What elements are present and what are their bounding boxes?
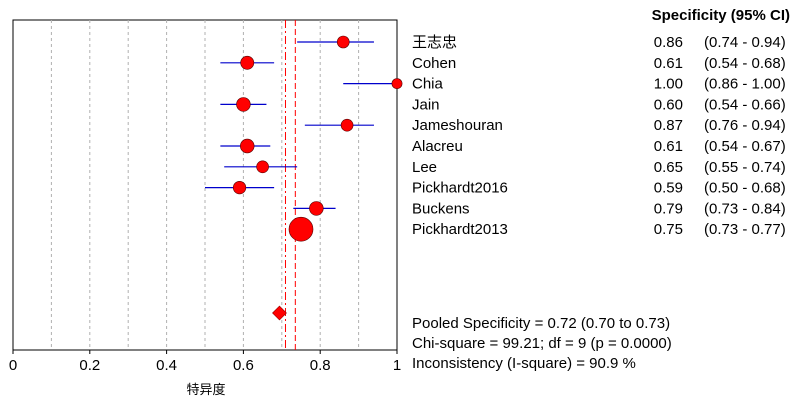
study-point bbox=[336, 35, 350, 49]
study-ci: (0.74 - 0.94) bbox=[704, 34, 786, 51]
study-estimate: 0.87 bbox=[654, 117, 683, 134]
study-point bbox=[232, 181, 247, 195]
x-tick-label: 0 bbox=[9, 357, 17, 374]
study-ci: (0.86 - 1.00) bbox=[704, 76, 786, 93]
study-point bbox=[288, 216, 314, 242]
study-point bbox=[236, 97, 251, 112]
study-name: 王志忠 bbox=[412, 34, 457, 51]
study-point bbox=[240, 138, 255, 154]
study-name: Pickhardt2016 bbox=[412, 180, 508, 197]
x-tick-label: 1 bbox=[393, 357, 401, 374]
pooled-diamond-group bbox=[272, 305, 287, 321]
study-ci: (0.54 - 0.66) bbox=[704, 96, 786, 113]
chi-square-stat: Chi-square = 99.21; df = 9 (p = 0.0000) bbox=[412, 335, 672, 352]
study-ci: (0.54 - 0.67) bbox=[704, 138, 786, 155]
x-tick-label: 0.6 bbox=[233, 357, 254, 374]
study-estimate: 0.61 bbox=[654, 138, 683, 155]
study-name: Chia bbox=[412, 76, 444, 93]
study-ci: (0.50 - 0.68) bbox=[704, 180, 786, 197]
study-name: Pickhardt2013 bbox=[412, 221, 508, 238]
study-ci: (0.54 - 0.68) bbox=[704, 55, 786, 72]
x-axis-label: 特异度 bbox=[186, 382, 225, 398]
study-estimate: 1.00 bbox=[654, 76, 683, 93]
study-name: Alacreu bbox=[412, 138, 463, 155]
study-estimate: 0.59 bbox=[654, 180, 683, 197]
study-point bbox=[391, 78, 403, 89]
study-estimate: 0.61 bbox=[654, 55, 683, 72]
summary-statistics: Pooled Specificity = 0.72 (0.70 to 0.73)… bbox=[412, 315, 672, 372]
study-estimate: 0.60 bbox=[654, 96, 683, 113]
study-ci: (0.73 - 0.77) bbox=[704, 221, 786, 238]
study-estimate: 0.75 bbox=[654, 221, 683, 238]
study-markers bbox=[232, 35, 403, 242]
grid-lines bbox=[50, 20, 360, 350]
study-labels: 王志忠 0.86 (0.74 - 0.94) Cohen 0.61 (0.54 - 0.6… bbox=[412, 34, 786, 238]
study-ci: (0.73 - 0.84) bbox=[704, 200, 786, 217]
pooled-stat: Pooled Specificity = 0.72 (0.70 to 0.73) bbox=[412, 315, 670, 332]
study-ci: (0.76 - 0.94) bbox=[704, 117, 786, 134]
ci-column-header: Specificity (95% CI) bbox=[652, 7, 790, 24]
study-point bbox=[240, 55, 255, 70]
x-tick-label: 0.2 bbox=[79, 357, 100, 374]
reference-lines bbox=[284, 20, 296, 350]
study-name: Jain bbox=[412, 96, 440, 113]
x-tick-label: 0.4 bbox=[156, 357, 177, 374]
study-estimate: 0.65 bbox=[654, 159, 683, 176]
inconsistency-stat: Inconsistency (I-square) = 90.9 % bbox=[412, 355, 636, 372]
study-ci: (0.55 - 0.74) bbox=[704, 159, 786, 176]
study-estimate: 0.86 bbox=[654, 34, 683, 51]
x-tick-label: 0.8 bbox=[310, 357, 331, 374]
study-name: Cohen bbox=[412, 55, 456, 72]
confidence-intervals bbox=[205, 41, 397, 230]
study-point bbox=[340, 118, 354, 132]
study-estimate: 0.79 bbox=[654, 200, 683, 217]
study-name: Lee bbox=[412, 159, 437, 176]
study-point bbox=[256, 160, 269, 174]
study-name: Buckens bbox=[412, 200, 470, 217]
pooled-diamond bbox=[272, 305, 287, 321]
study-point bbox=[309, 201, 324, 216]
study-name: Jameshouran bbox=[412, 117, 503, 134]
x-axis-ticks: 0 0.2 0.4 0.6 0.8 1 bbox=[9, 350, 401, 374]
